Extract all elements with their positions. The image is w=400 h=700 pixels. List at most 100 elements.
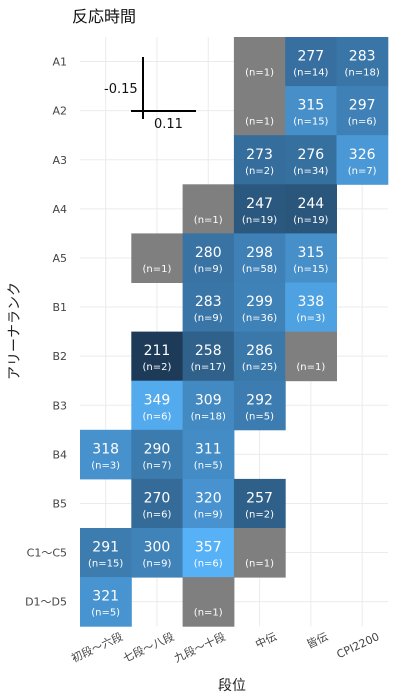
y-tick-label: A2 [52,105,67,118]
cell-value-label: 270 [144,490,171,506]
cell-value-label: 258 [195,343,222,359]
cross-x-label: 0.11 [154,117,183,132]
cell-count-label: (n=18) [345,68,380,79]
cell-value-label: 283 [349,49,376,65]
cell-value-label: 321 [92,589,119,605]
heatmap-cell [285,86,337,136]
cell-count-label: (n=1) [245,559,274,570]
y-tick-label: B5 [52,497,67,510]
cell-count-label: (n=15) [293,264,328,275]
heatmap-cell [182,429,235,480]
heatmap-cell [285,135,337,185]
cell-count-label: (n=9) [143,559,172,570]
y-tick-label: B1 [52,301,67,314]
cell-value-label: 292 [246,392,273,408]
cell-value-label: 277 [297,49,324,65]
heatmap-cell [182,380,235,431]
heatmap-cell [182,233,235,283]
cell-value-label: 291 [92,540,119,556]
x-tick-label: 七段～八段 [120,629,176,665]
heatmap-cell [182,331,235,382]
cell-value-label: 315 [297,98,324,114]
cell-value-label: 309 [195,392,222,408]
cell-count-label: (n=19) [242,215,277,226]
cell-count-label: (n=1) [194,215,223,226]
cell-count-label: (n=19) [293,215,328,226]
cell-value-label: 286 [246,343,273,359]
heatmap-cell [233,528,286,578]
cell-count-label: (n=7) [143,460,172,471]
cell-value-label: 247 [246,196,273,212]
cell-value-label: 320 [195,490,222,506]
heatmap-cell [233,135,286,185]
cell-count-label: (n=1) [194,608,223,619]
y-tick-label: A1 [52,56,67,69]
cell-value-label: 318 [92,441,119,457]
cell-count-label: (n=6) [194,559,223,570]
cell-count-label: (n=7) [348,166,377,177]
cell-count-label: (n=1) [245,68,274,79]
cell-value-label: 211 [144,343,171,359]
cell-count-label: (n=34) [293,166,328,177]
heatmap-cell [182,478,235,529]
heatmap-cell [336,37,389,87]
cell-value-label: 257 [246,490,273,506]
cell-count-label: (n=2) [143,362,172,373]
cell-value-label: 326 [349,147,376,163]
y-tick-label: D1～D5 [25,596,67,609]
cell-value-label: 299 [246,294,273,310]
cell-count-label: (n=5) [194,460,223,471]
cell-value-label: 244 [297,196,324,212]
heatmap-cell [233,184,286,234]
cell-value-label: 298 [246,245,273,261]
y-tick-label: B4 [52,448,67,461]
heatmap-cell [131,331,184,382]
heatmap-cell [233,380,286,431]
heatmap-cell [233,37,286,87]
x-axis-label: 段位 [218,678,246,694]
y-tick-label: A3 [52,154,67,167]
cell-value-label: 338 [297,294,324,310]
heatmap-cell [131,380,184,431]
cell-value-label: 300 [144,540,171,556]
x-tick-label: 初段～六段 [69,629,125,665]
axis-cross-marker: -0.15 0.11 [104,57,196,132]
heatmap-cell [131,429,184,480]
heatmap-cell [233,478,286,529]
heatmap-cell [233,86,286,136]
cell-count-label: (n=1) [245,117,274,128]
x-tick-label: 皆伝 [305,630,330,651]
heatmap-cell [336,135,389,185]
heatmap-cell [285,282,337,333]
heatmap-cell [233,331,286,382]
heatmap-cell [131,528,184,578]
cell-count-label: (n=3) [91,460,120,471]
x-tick-label: 九段～十段 [172,629,228,665]
y-tick-label: B3 [52,399,67,412]
cell-count-label: (n=14) [293,68,328,79]
cell-value-label: 276 [297,147,324,163]
x-tick-label: CPI2200 [335,630,382,661]
heatmap-cell [285,37,337,87]
cell-value-label: 273 [246,147,273,163]
heatmap-cell [131,233,184,283]
cell-count-label: (n=3) [296,313,325,324]
heatmap-cell [182,577,235,627]
cell-value-label: 349 [144,392,171,408]
y-tick-labels: A1 A2 A3 A4 A5 B1 B2 B3 B4 B5 C1～C5 D1～D5 [25,56,67,609]
heatmap-cell [131,478,184,529]
cell-count-label: (n=15) [293,117,328,128]
heatmap-cell [80,528,132,578]
heatmap-cell [233,282,286,333]
heatmap-cell [285,233,337,283]
cell-count-label: (n=6) [143,411,172,422]
x-tick-label: 中伝 [253,630,278,651]
heatmap-cell [80,577,132,627]
cell-count-label: (n=9) [194,509,223,520]
cell-count-label: (n=6) [348,117,377,128]
cell-count-label: (n=15) [88,559,123,570]
cell-count-label: (n=1) [296,362,325,373]
cell-count-label: (n=17) [191,362,226,373]
